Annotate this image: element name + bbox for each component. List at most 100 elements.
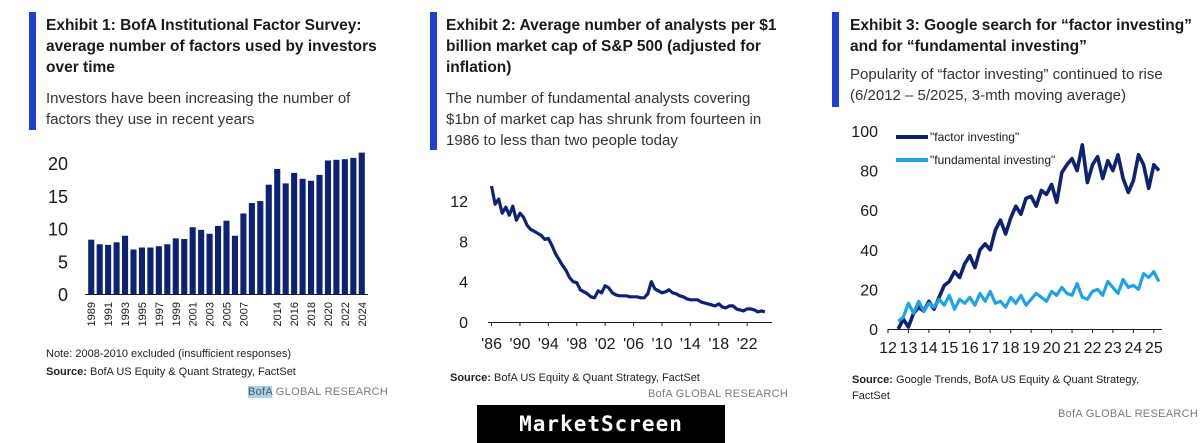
exhibit-1-brand-prefix: BofA <box>248 386 273 398</box>
exhibit-1-subtitle: Investors have been increasing the numbe… <box>46 90 351 128</box>
bar-2016 <box>291 172 298 294</box>
bar-1994 <box>130 249 137 294</box>
bar-1998 <box>164 244 171 294</box>
x-tick-label: 2022 <box>340 302 352 326</box>
x-tick-label: 2020 <box>323 302 335 326</box>
bar-1997 <box>155 246 162 294</box>
exhibit-1-brand: BofA GLOBAL RESEARCH <box>248 386 388 398</box>
exhibit-2-source-text: BofA US Equity & Quant Strategy, FactSet <box>490 372 700 384</box>
x-tick-label: 18 <box>1002 340 1020 357</box>
x-tick-label: 16 <box>961 340 979 357</box>
exhibit-1-accent-bar <box>29 12 36 130</box>
exhibit-1-title: Exhibit 1: BofA Institutional Factor Sur… <box>46 17 377 76</box>
bar-2017 <box>299 178 306 294</box>
x-tick-label: 22 <box>1084 340 1102 357</box>
bar-2007 <box>240 213 247 294</box>
y-tick-label: 60 <box>860 203 878 220</box>
exhibit-1-brand-suffix: GLOBAL RESEARCH <box>272 386 389 398</box>
bar-2014 <box>274 168 281 294</box>
x-tick-label: '94 <box>538 336 559 353</box>
factor-investing-line <box>896 143 1161 330</box>
x-tick-label: 1989 <box>86 302 98 326</box>
x-tick-label: 2024 <box>357 302 369 326</box>
bar-2001 <box>189 227 196 294</box>
y-tick-label: 12 <box>450 194 468 211</box>
bar-2019 <box>316 174 323 294</box>
exhibit-3-panel: Exhibit 3: Google search for “factor inv… <box>800 0 1200 443</box>
exhibit-3-source-label: Source: <box>852 374 893 386</box>
exhibit-2-accent-bar <box>430 12 437 150</box>
bar-2018 <box>308 180 315 294</box>
x-tick-label: 17 <box>981 340 999 357</box>
bar-1993 <box>122 235 129 294</box>
legend-label: "factor investing" <box>930 130 1019 144</box>
x-tick-label: 2001 <box>188 302 200 326</box>
x-tick-label: 13 <box>900 340 918 357</box>
bar-2002 <box>198 229 205 294</box>
exhibit-1-source: Source: BofA US Equity & Quant Strategy,… <box>46 366 296 378</box>
x-tick-label: '10 <box>652 336 673 353</box>
exhibit-2-subtitle: The number of fundamental analysts cover… <box>446 90 762 149</box>
bar-1999 <box>172 238 179 294</box>
x-tick-label: 19 <box>1022 340 1040 357</box>
x-tick-label: '22 <box>737 336 758 353</box>
bar-2015 <box>282 183 289 294</box>
exhibit-2-panel: Exhibit 2: Average number of analysts pe… <box>400 0 800 443</box>
x-tick-label: 1993 <box>120 302 132 326</box>
bar-1995 <box>138 247 145 294</box>
x-tick-label: '98 <box>566 336 587 353</box>
x-tick-label: '90 <box>510 336 531 353</box>
x-tick-label: 14 <box>920 340 938 357</box>
bar-1991 <box>105 244 112 294</box>
x-tick-label: '86 <box>481 336 502 353</box>
x-tick-label: 15 <box>940 340 958 357</box>
x-tick-label: '18 <box>708 336 729 353</box>
y-tick-label: 10 <box>48 220 68 240</box>
x-tick-label: 2014 <box>272 302 284 326</box>
bar-2000 <box>181 239 188 294</box>
x-tick-label: 2007 <box>238 302 250 326</box>
bar-2024 <box>358 152 365 294</box>
exhibit-3-source-text: Google Trends, BofA US Equity & Quant St… <box>852 374 1140 402</box>
exhibit-3-source: Source: Google Trends, BofA US Equity & … <box>852 372 1172 404</box>
exhibit-2-source: Source: BofA US Equity & Quant Strategy,… <box>450 372 700 384</box>
bar-2006 <box>231 235 238 294</box>
bar-2022 <box>341 159 348 294</box>
bar-1990 <box>96 244 103 294</box>
exhibit-1-panel: Exhibit 1: BofA Institutional Factor Sur… <box>0 0 400 443</box>
x-tick-label: 2003 <box>205 302 217 326</box>
x-tick-label: '14 <box>680 336 701 353</box>
exhibit-2-brand: BofA GLOBAL RESEARCH <box>648 388 789 400</box>
bar-2012 <box>257 201 264 294</box>
bar-2021 <box>333 159 340 294</box>
fundamental-investing-line <box>897 270 1161 323</box>
bar-2011 <box>248 203 255 294</box>
x-tick-label: 2005 <box>222 302 234 326</box>
x-tick-label: 25 <box>1145 340 1163 357</box>
y-tick-label: 5 <box>58 252 68 272</box>
exhibit-2-line-chart: 0 4 8 12 '86 '90 '94 '98 '02 '06 '10 '14 '18 '22 <box>450 185 772 353</box>
bar-2013 <box>265 184 272 294</box>
analysts-series-line <box>489 185 766 314</box>
y-tick-label: 0 <box>58 285 68 305</box>
x-tick-label: 23 <box>1104 340 1122 357</box>
x-tick-label: 1999 <box>171 302 183 326</box>
y-tick-label: 40 <box>860 243 878 260</box>
y-tick-label: 15 <box>48 187 68 207</box>
x-tick-label: 2018 <box>306 302 318 326</box>
x-tick-label: 1991 <box>103 302 115 326</box>
exhibit-2-source-label: Source: <box>450 372 491 384</box>
y-tick-label: 4 <box>459 275 468 292</box>
exhibit-2-title: Exhibit 2: Average number of analysts pe… <box>446 17 777 76</box>
exhibit-3-brand: BofA GLOBAL RESEARCH <box>1058 408 1199 420</box>
x-tick-label: 1997 <box>154 302 166 326</box>
x-tick-label: 24 <box>1124 340 1142 357</box>
exhibit-3-title: Exhibit 3: Google search for “factor inv… <box>850 17 1192 55</box>
bar-1992 <box>113 242 120 294</box>
y-tick-label: 80 <box>860 164 878 181</box>
bar-1989 <box>88 239 95 294</box>
exhibit-1-bar-chart: 0 5 10 15 20 1989 1991 1993 1995 1997 1999 2001 2003… <box>48 152 369 326</box>
exhibit-3-subtitle: Popularity of “factor investing” continu… <box>850 66 1163 104</box>
y-tick-label: 8 <box>459 234 468 251</box>
x-tick-label: 1995 <box>137 302 149 326</box>
